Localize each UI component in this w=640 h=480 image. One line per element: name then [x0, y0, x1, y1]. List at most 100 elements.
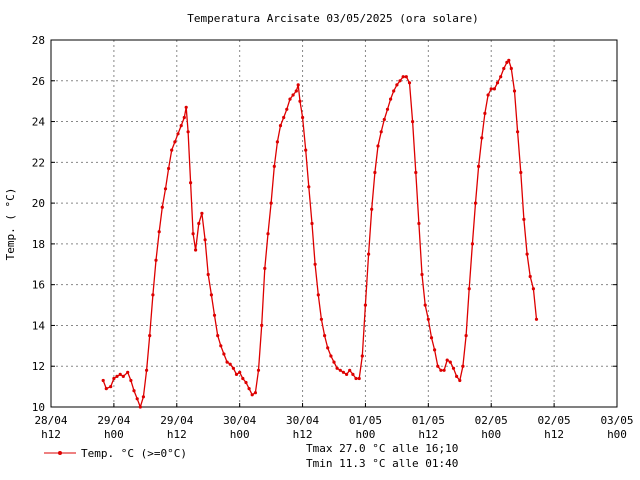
data-point: [439, 368, 443, 372]
data-point: [301, 115, 305, 120]
data-point: [516, 130, 520, 134]
data-point: [209, 293, 213, 297]
data-point: [404, 75, 408, 79]
data-point: [141, 395, 145, 399]
data-point: [304, 148, 308, 152]
data-point: [323, 334, 327, 338]
data-point: [379, 130, 383, 134]
data-point: [534, 317, 539, 321]
data-point: [341, 370, 345, 374]
data-point: [348, 368, 352, 372]
data-point: [121, 374, 125, 378]
data-point: [118, 372, 122, 376]
data-point: [269, 201, 273, 205]
x-tick-label-hour: h12: [41, 428, 61, 441]
data-point: [461, 364, 465, 368]
data-point: [253, 391, 257, 395]
data-point: [423, 303, 427, 307]
data-point: [448, 360, 452, 364]
data-point: [194, 248, 198, 252]
data-point: [373, 170, 377, 175]
data-point: [486, 93, 490, 97]
data-point: [489, 87, 493, 91]
data-point: [104, 387, 108, 391]
data-point: [173, 140, 177, 144]
data-point: [507, 58, 511, 63]
data-point: [285, 107, 289, 111]
data-point: [329, 354, 333, 358]
data-point: [160, 205, 164, 209]
data-point: [502, 66, 506, 71]
data-point: [319, 317, 323, 321]
data-point: [112, 376, 116, 381]
data-point: [132, 389, 136, 393]
x-tick-label-hour: h00: [481, 428, 501, 441]
data-point: [307, 185, 311, 189]
data-point: [436, 364, 440, 368]
data-point: [216, 334, 220, 338]
data-point: [225, 360, 229, 364]
plot-frame: [50, 39, 618, 408]
data-point: [451, 366, 456, 370]
data-point: [275, 140, 279, 144]
data-point: [426, 317, 430, 321]
x-tick-label-hour: h12: [418, 428, 438, 441]
data-point: [191, 232, 195, 236]
x-tick-label-date: 01/05: [412, 414, 445, 427]
y-tick-label: 18: [32, 238, 45, 251]
data-point: [222, 352, 226, 356]
data-point: [200, 211, 204, 215]
data-point: [354, 376, 358, 381]
data-point: [442, 368, 446, 372]
data-point: [313, 262, 317, 266]
data-point: [282, 115, 286, 120]
data-point: [455, 374, 459, 378]
data-point: [385, 107, 390, 111]
chart-title: Temperatura Arcisate 03/05/2025 (ora sol…: [187, 12, 478, 25]
data-point: [234, 372, 239, 376]
data-point: [512, 89, 517, 93]
y-tick-label: 24: [32, 116, 46, 129]
x-tick-label-date: 01/05: [349, 414, 382, 427]
data-point: [326, 346, 330, 350]
x-tick-label-date: 03/05: [600, 414, 633, 427]
x-tick-label-date: 30/04: [223, 414, 256, 427]
data-point: [316, 293, 320, 297]
x-tick-label-hour: h12: [293, 428, 313, 441]
data-point: [480, 136, 484, 140]
data-point: [179, 124, 183, 128]
data-point: [228, 362, 232, 366]
x-tick-label-hour: h00: [104, 428, 124, 441]
data-point: [219, 344, 223, 348]
data-point: [395, 83, 399, 87]
data-point: [109, 385, 113, 389]
x-tick-label-hour: h00: [356, 428, 376, 441]
data-point: [135, 397, 139, 401]
data-point: [170, 148, 174, 152]
data-point: [360, 354, 364, 358]
y-tick-label: 28: [32, 34, 45, 47]
data-point: [470, 242, 474, 246]
y-tick-label: 12: [32, 360, 45, 373]
data-point: [367, 252, 371, 256]
legend-label: Temp. °C (>=0°C): [81, 447, 187, 460]
y-tick-label: 14: [32, 319, 46, 332]
data-point: [182, 115, 186, 120]
data-point: [401, 75, 405, 79]
data-point: [186, 130, 190, 134]
data-point: [115, 374, 119, 378]
data-point: [332, 360, 336, 364]
data-point: [389, 97, 393, 101]
data-point: [363, 303, 367, 307]
y-axis-ticks: 10 12 14 16 18 20 22 24 26 28: [32, 34, 617, 414]
data-point: [345, 372, 349, 376]
data-point: [429, 336, 434, 340]
data-point: [467, 287, 471, 291]
data-point: [184, 105, 188, 109]
data-point: [357, 376, 361, 381]
y-tick-label: 22: [32, 156, 45, 169]
data-point: [148, 334, 152, 338]
data-point: [197, 221, 201, 226]
x-tick-label-date: 29/04: [97, 414, 130, 427]
